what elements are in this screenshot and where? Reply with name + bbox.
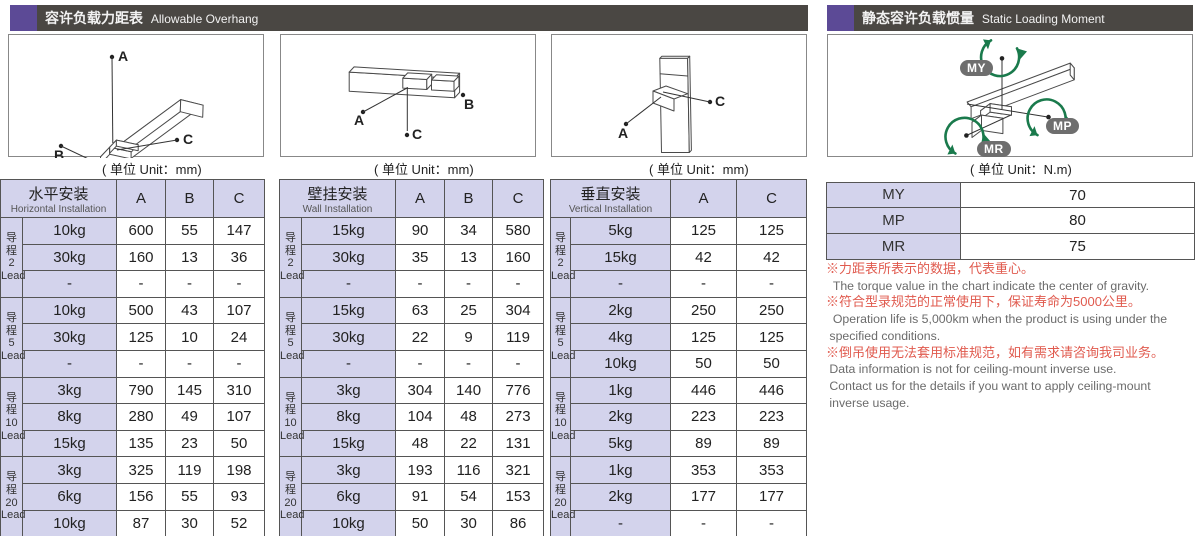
- svg-text:A: A: [118, 48, 128, 64]
- svg-text:C: C: [715, 93, 725, 109]
- svg-text:C: C: [183, 131, 193, 147]
- svg-text:A: A: [354, 112, 364, 128]
- svg-text:A: A: [618, 125, 628, 141]
- svg-text:B: B: [54, 147, 64, 158]
- svg-text:C: C: [412, 126, 422, 142]
- svg-text:B: B: [464, 96, 474, 112]
